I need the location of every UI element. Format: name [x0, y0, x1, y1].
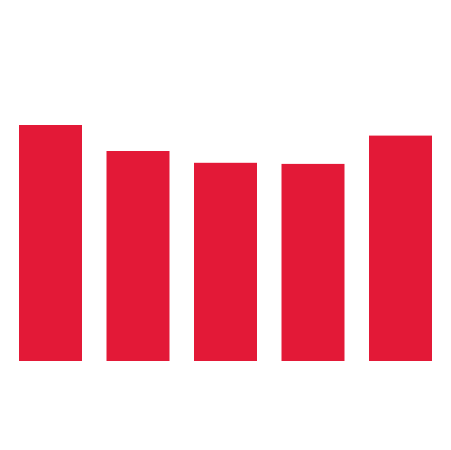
bar-1	[19, 125, 82, 361]
bar-group	[19, 125, 432, 361]
bar-2	[106, 151, 170, 361]
bar-3	[194, 162, 257, 361]
bar-4	[281, 163, 345, 361]
bar-5	[369, 135, 432, 361]
